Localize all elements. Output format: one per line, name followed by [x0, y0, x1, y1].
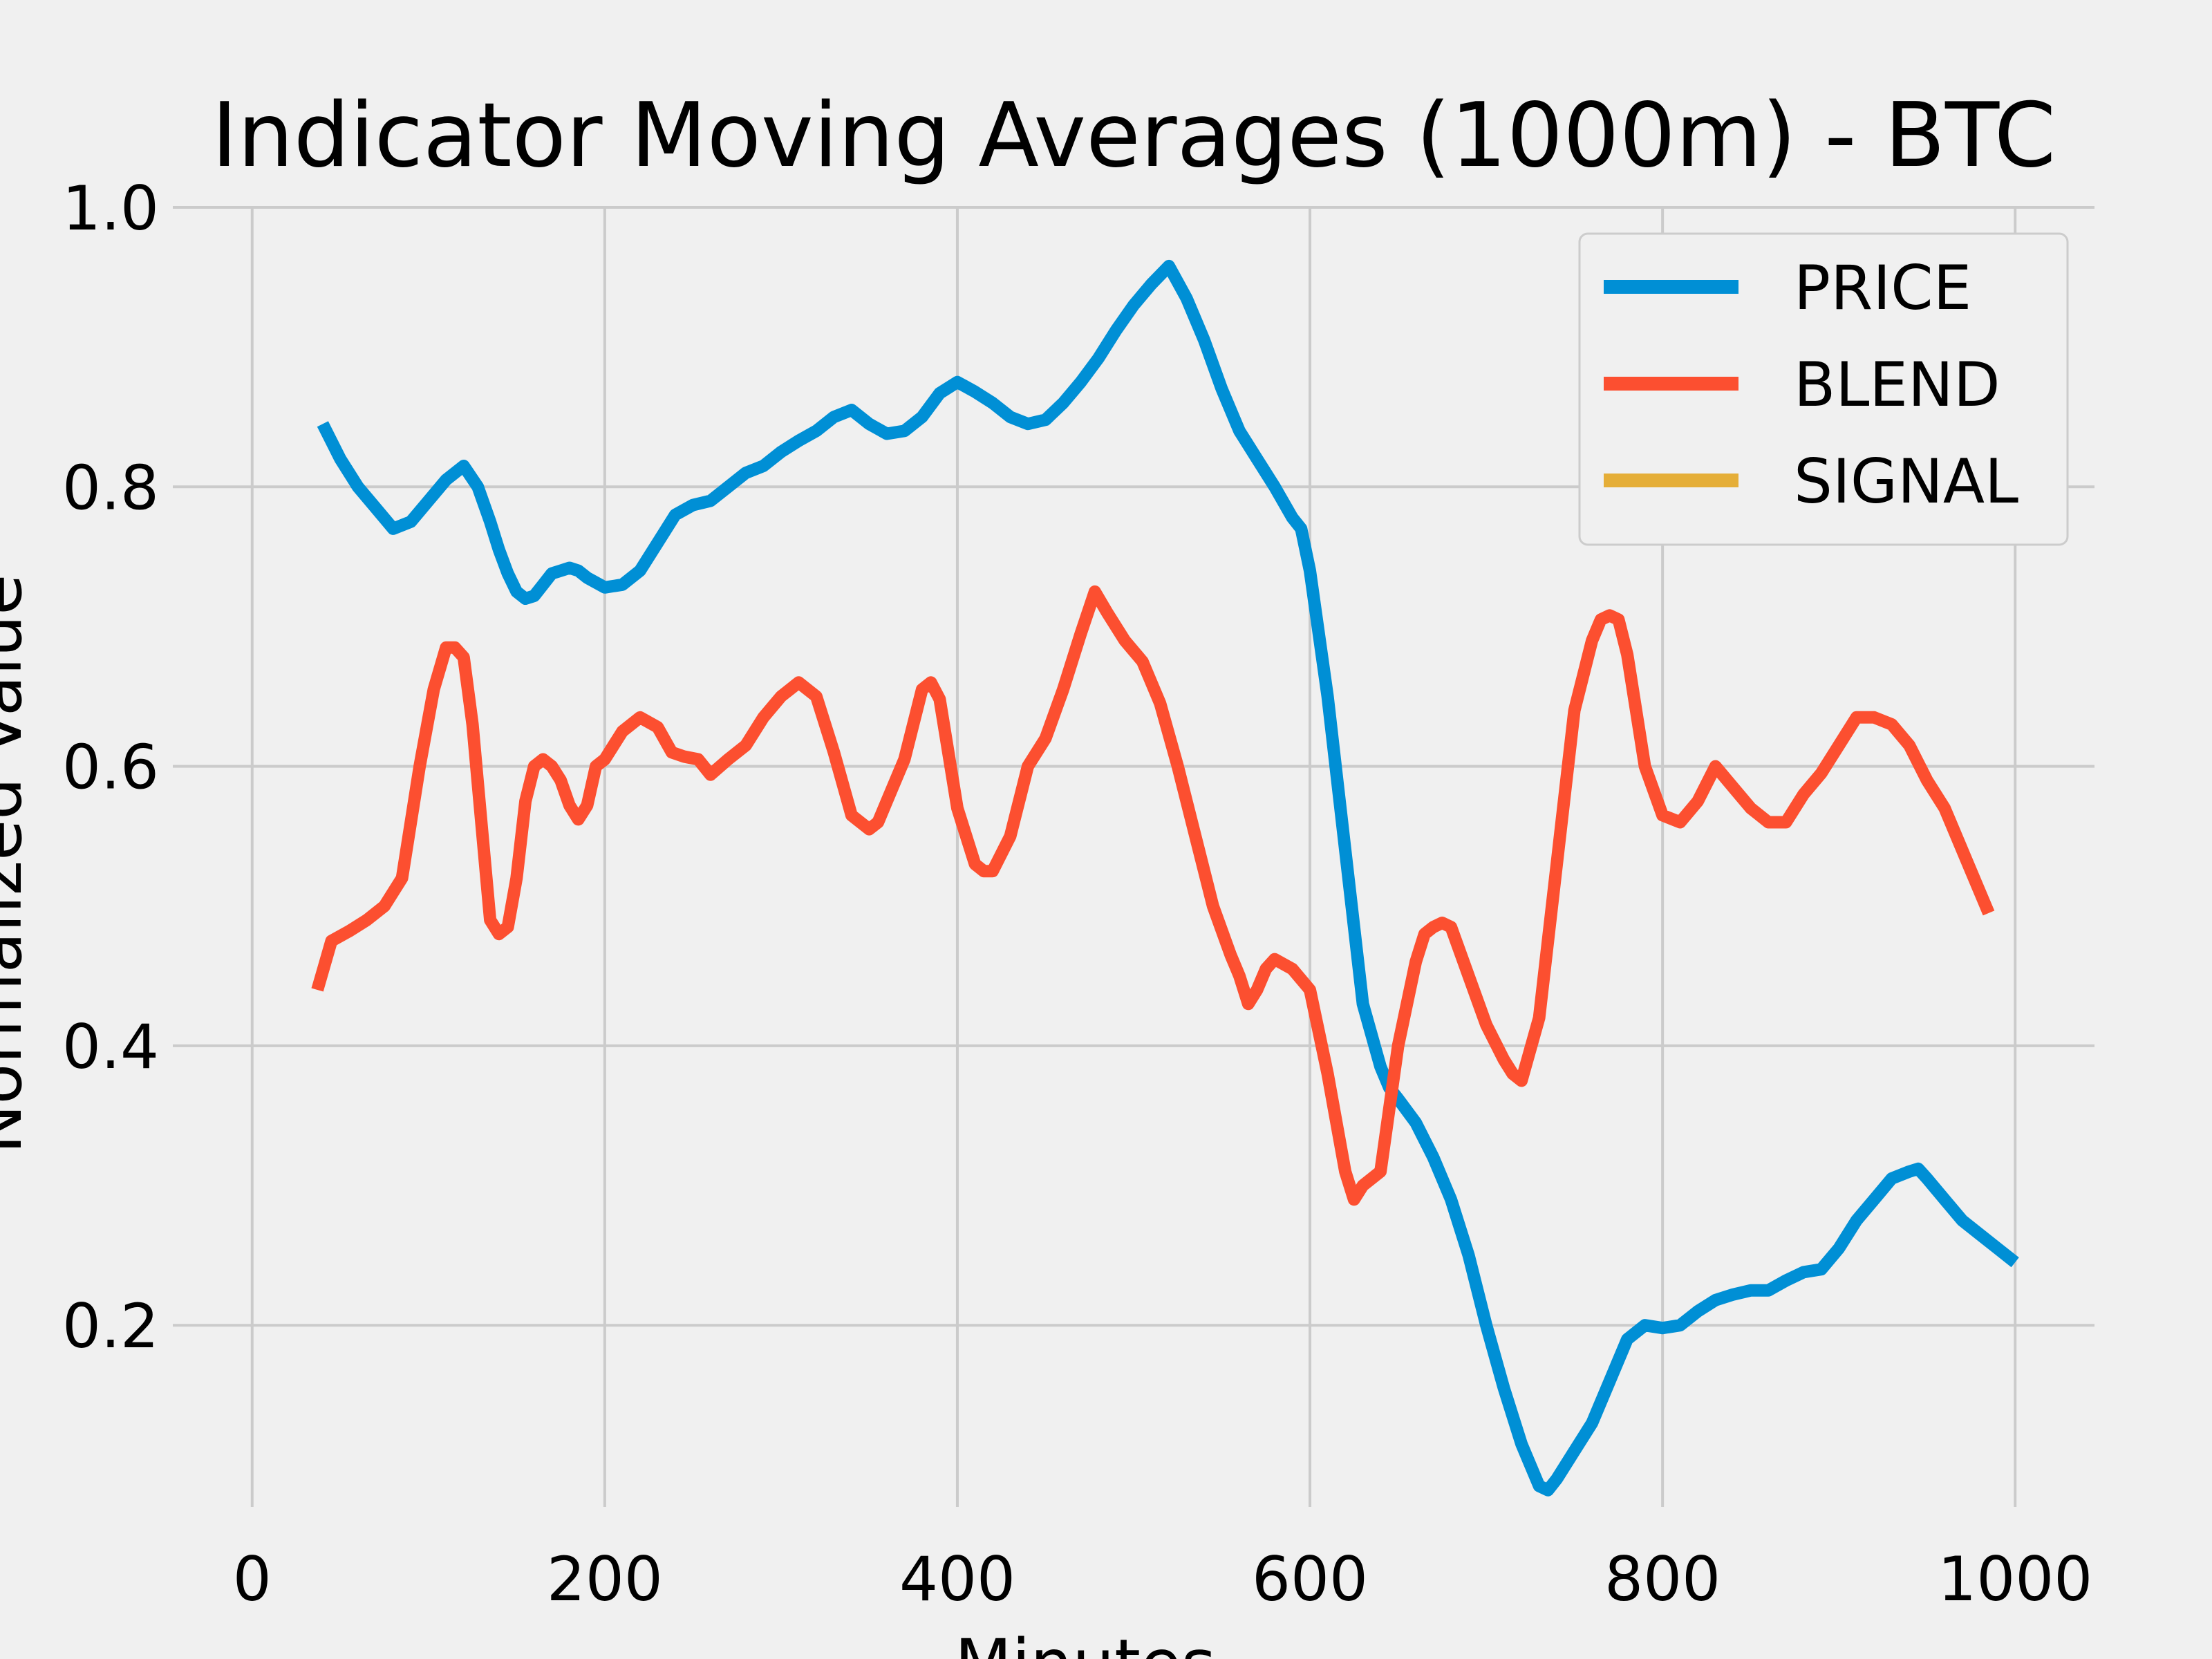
x-tick-label: 800 [1604, 1544, 1721, 1615]
x-tick-label: 400 [899, 1544, 1015, 1615]
x-axis-label: Minutes [955, 1625, 1216, 1659]
series-line-price [317, 259, 2019, 1497]
y-tick-label: 0.6 [62, 732, 159, 803]
legend-label-blend: BLEND [1794, 349, 2000, 420]
x-tick-label: 1000 [1938, 1544, 2092, 1615]
y-tick-label: 0.4 [62, 1011, 159, 1082]
legend-label-signal: SIGNAL [1794, 446, 2018, 517]
series-lines [311, 259, 2019, 1497]
y-tick-label: 1.0 [62, 173, 159, 244]
y-tick-labels: 0.2 0.4 0.6 0.8 1.0 [62, 173, 159, 1362]
legend-label-price: PRICE [1794, 252, 1971, 324]
series-line-blend [311, 585, 1995, 1206]
y-tick-label: 0.8 [62, 452, 159, 523]
x-tick-label: 600 [1252, 1544, 1368, 1615]
x-tick-label: 0 [233, 1544, 272, 1615]
x-tick-label: 200 [547, 1544, 663, 1615]
legend-box [1578, 232, 2069, 546]
y-tick-label: 0.2 [62, 1291, 159, 1362]
chart-title: Indicator Moving Averages (1000m) - BTC [212, 84, 2056, 187]
y-axis-label: Normalized Value [0, 574, 37, 1154]
x-tick-labels: 0 200 400 600 800 1000 [233, 1544, 2092, 1615]
legend: PRICE BLEND SIGNAL [1578, 232, 2069, 546]
